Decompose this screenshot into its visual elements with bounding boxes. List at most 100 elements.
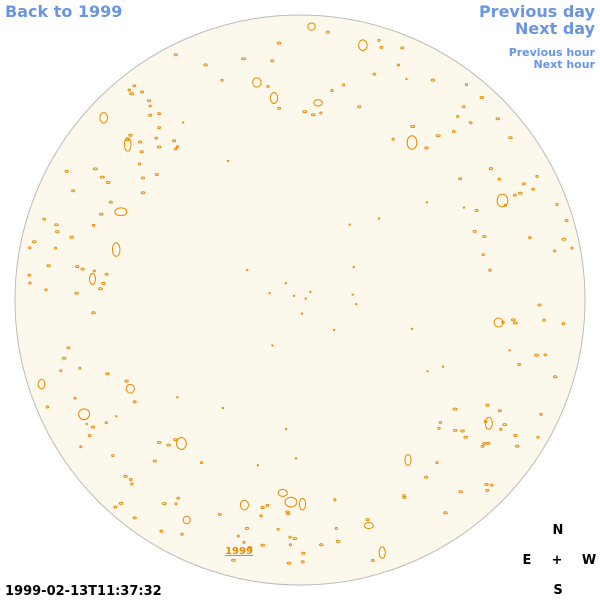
- contour: [173, 147, 178, 151]
- contour: [92, 269, 96, 273]
- next-day-link[interactable]: Next day: [515, 19, 596, 38]
- contour: [268, 292, 271, 295]
- contour: [531, 187, 536, 191]
- contour: [154, 173, 159, 176]
- contour: [270, 59, 275, 63]
- contour: [497, 177, 502, 181]
- solar-disk: [14, 14, 586, 586]
- contour: [319, 543, 324, 547]
- contour: [488, 268, 492, 272]
- contour: [87, 434, 92, 438]
- contour: [481, 253, 485, 257]
- contour: [330, 89, 334, 92]
- contour: [304, 297, 307, 300]
- contour: [378, 217, 380, 220]
- contour: [127, 88, 132, 92]
- contour: [288, 543, 293, 547]
- contour: [46, 264, 51, 268]
- contour: [404, 454, 412, 466]
- contour: [244, 526, 250, 530]
- next-hour-link[interactable]: Next hour: [534, 58, 596, 71]
- contour: [363, 521, 374, 530]
- contour: [512, 193, 517, 197]
- contour: [379, 45, 384, 49]
- contour: [552, 375, 558, 379]
- contour: [313, 99, 323, 107]
- contour: [139, 150, 144, 154]
- contour: [528, 236, 532, 240]
- contour: [146, 99, 152, 103]
- contour: [341, 83, 346, 87]
- contour: [99, 212, 104, 216]
- contour: [242, 540, 246, 544]
- contour: [31, 240, 37, 244]
- contour: [241, 57, 246, 61]
- previous-hour-link[interactable]: Previous hour: [509, 46, 596, 59]
- contour: [132, 516, 137, 520]
- contour: [510, 318, 516, 322]
- contour: [173, 438, 178, 442]
- contour: [85, 422, 88, 425]
- contour: [227, 159, 230, 162]
- contour: [458, 490, 463, 494]
- contour: [480, 444, 485, 448]
- contour: [221, 407, 224, 410]
- contour: [69, 235, 74, 239]
- contour: [348, 223, 351, 226]
- contour: [157, 126, 162, 130]
- contour: [271, 344, 274, 347]
- contour: [113, 505, 118, 509]
- contour: [91, 311, 96, 315]
- contour: [295, 457, 297, 460]
- contour: [352, 266, 355, 269]
- contour: [402, 495, 407, 499]
- contour: [292, 537, 298, 541]
- contour: [175, 145, 179, 149]
- contour: [288, 535, 292, 539]
- contour: [365, 518, 370, 522]
- contour: [543, 353, 548, 357]
- contour: [378, 546, 386, 559]
- contour: [140, 191, 146, 195]
- contour: [284, 496, 298, 508]
- contour: [451, 130, 456, 133]
- contour: [325, 30, 330, 34]
- contour: [405, 78, 408, 81]
- contour: [79, 445, 83, 449]
- contour: [307, 22, 316, 31]
- contour: [482, 235, 487, 238]
- contour: [301, 551, 306, 555]
- contour: [357, 105, 362, 109]
- contour: [334, 527, 338, 530]
- contour: [462, 105, 466, 109]
- previous-day-link[interactable]: Previous day: [479, 2, 596, 21]
- contour: [286, 561, 292, 565]
- disk-year-link[interactable]: 1999: [225, 546, 253, 557]
- contour: [130, 482, 134, 486]
- contour: [118, 501, 124, 505]
- contour: [176, 437, 187, 450]
- contour: [276, 527, 280, 531]
- contour: [442, 365, 444, 368]
- contour: [156, 145, 162, 149]
- contour: [140, 90, 145, 94]
- contour: [438, 421, 443, 424]
- contour: [123, 137, 132, 152]
- contour: [503, 203, 507, 207]
- contour: [391, 137, 395, 141]
- contour: [128, 133, 133, 137]
- contour: [542, 318, 547, 322]
- contour: [152, 459, 157, 463]
- contour: [80, 267, 85, 271]
- contour: [220, 78, 224, 82]
- back-link[interactable]: Back to 1999: [5, 2, 122, 21]
- contour: [406, 135, 418, 150]
- contour: [437, 426, 441, 430]
- contour: [335, 539, 341, 543]
- contour: [333, 498, 337, 502]
- contour: [182, 121, 185, 124]
- contour: [137, 162, 142, 166]
- contour: [293, 294, 295, 297]
- contours: [27, 22, 574, 565]
- contour: [148, 113, 153, 117]
